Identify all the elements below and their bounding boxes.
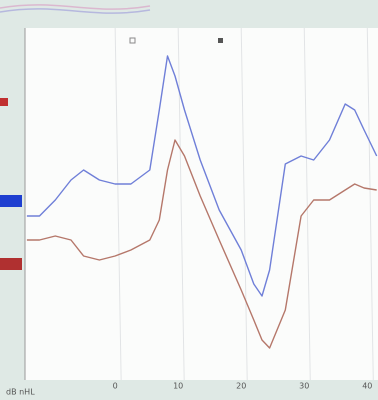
series-tag	[0, 258, 22, 270]
chart: dB nHL 0 10 20 30 40	[0, 0, 378, 400]
x-tick-label: 10	[173, 382, 183, 391]
x-tick-label: 20	[236, 382, 246, 391]
page: {"chart_data": {"type": "line", "ylabel"…	[0, 0, 378, 400]
x-tick-label: 0	[113, 382, 118, 391]
legend-marker	[218, 38, 223, 43]
x-tick-label: 40	[362, 382, 372, 391]
series-tag	[0, 98, 8, 106]
axis-unit-label: dB nHL	[6, 388, 35, 397]
plot-area	[25, 28, 378, 380]
series-tag	[0, 195, 22, 207]
x-tick-label: 30	[299, 382, 309, 391]
